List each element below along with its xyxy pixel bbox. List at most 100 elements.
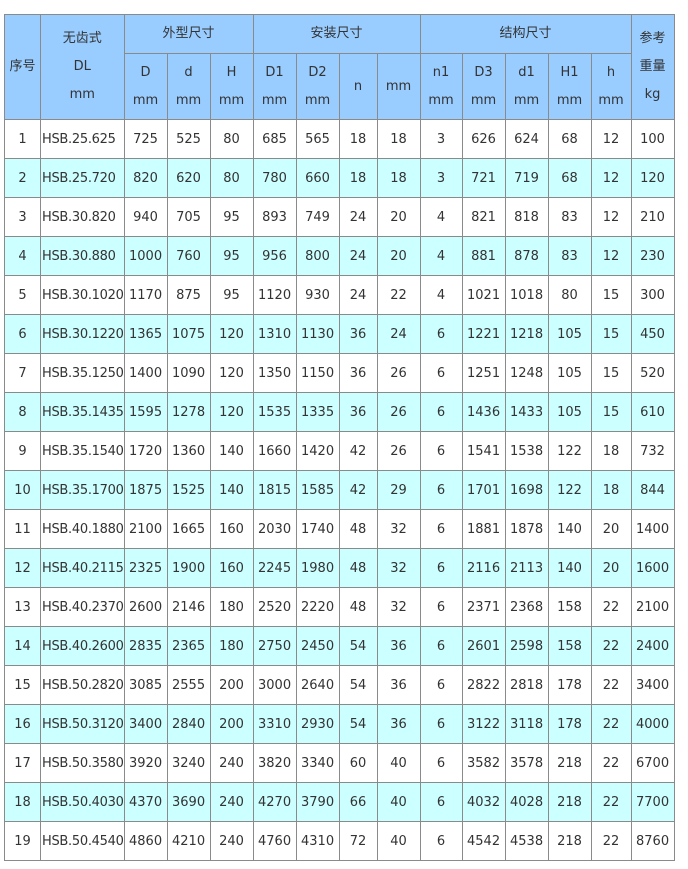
row-index-cell: 4 — [4, 236, 41, 276]
value-cell: 2365 — [166, 626, 211, 666]
subheader-line: n1 — [432, 64, 450, 80]
subheader-cell: H1 mm — [547, 53, 592, 120]
table-row: 14 HSB.40.2600 2835 2365 180 2750 2450 54 36 6 260… — [4, 626, 675, 666]
value-cell: 821 — [461, 197, 506, 237]
value-cell: 1595 — [123, 392, 168, 432]
table-row: 16 HSB.50.3120 3400 2840 200 3310 2930 54 36 6 312… — [4, 704, 675, 744]
table-row: 15 HSB.50.2820 3085 2555 200 3000 2640 54 36 6 282… — [4, 665, 675, 705]
value-cell: 80 — [209, 119, 254, 159]
value-cell: 3340 — [295, 743, 340, 783]
value-cell: 1740 — [295, 509, 340, 549]
value-cell: 15 — [590, 275, 632, 315]
value-cell: 54 — [338, 665, 378, 705]
table-row: 13 HSB.40.2370 2600 2146 180 2520 2220 48 32 6 237… — [4, 587, 675, 627]
value-cell: 1525 — [166, 470, 211, 510]
row-index-cell: 11 — [4, 509, 41, 549]
value-cell: 2555 — [166, 665, 211, 705]
value-cell: 40 — [376, 821, 421, 861]
value-cell: 6 — [419, 743, 463, 783]
value-cell: 6 — [419, 470, 463, 510]
value-cell: 24 — [338, 197, 378, 237]
value-cell: 2640 — [295, 665, 340, 705]
value-cell: 3400 — [630, 665, 675, 705]
value-cell: 95 — [209, 197, 254, 237]
value-cell: 3582 — [461, 743, 506, 783]
value-cell: 2368 — [504, 587, 549, 627]
value-cell: 6 — [419, 665, 463, 705]
model-cell: HSB.50.4030 — [40, 782, 125, 822]
subheader-line: H1 — [560, 64, 579, 80]
value-cell: 29 — [376, 470, 421, 510]
value-cell: 520 — [630, 353, 675, 393]
value-cell: 20 — [590, 548, 632, 588]
value-cell: 4270 — [252, 782, 297, 822]
subheader-cell: D3 mm — [461, 53, 506, 120]
value-cell: 4370 — [123, 782, 168, 822]
value-cell: 24 — [338, 236, 378, 276]
value-cell: 3 — [419, 119, 463, 159]
value-cell: 2325 — [123, 548, 168, 588]
value-cell: 749 — [295, 197, 340, 237]
value-cell: 22 — [590, 821, 632, 861]
value-cell: 1875 — [123, 470, 168, 510]
model-cell: HSB.40.1880 — [40, 509, 125, 549]
value-cell: 1251 — [461, 353, 506, 393]
header-install-dimensions: 安装尺寸 — [252, 14, 421, 54]
value-cell: 6 — [419, 353, 463, 393]
value-cell: 180 — [209, 587, 254, 627]
value-cell: 54 — [338, 626, 378, 666]
value-cell: 210 — [630, 197, 675, 237]
value-cell: 1535 — [252, 392, 297, 432]
subheader-line: mm — [261, 92, 288, 108]
value-cell: 218 — [547, 821, 592, 861]
value-cell: 3118 — [504, 704, 549, 744]
value-cell: 240 — [209, 782, 254, 822]
value-cell: 6 — [419, 782, 463, 822]
value-cell: 1075 — [166, 314, 211, 354]
value-cell: 105 — [547, 353, 592, 393]
value-cell: 36 — [338, 392, 378, 432]
value-cell: 610 — [630, 392, 675, 432]
value-cell: 180 — [209, 626, 254, 666]
value-cell: 1585 — [295, 470, 340, 510]
value-cell: 3820 — [252, 743, 297, 783]
value-cell: 15 — [590, 314, 632, 354]
value-cell: 893 — [252, 197, 297, 237]
model-cell: HSB.50.3580 — [40, 743, 125, 783]
model-cell: HSB.35.1700 — [40, 470, 125, 510]
value-cell: 218 — [547, 743, 592, 783]
table-row: 3 HSB.30.820 940 705 95 893 749 24 20 4 821 818 83 12… — [4, 197, 675, 237]
subheader-line: mm — [470, 92, 497, 108]
subheader-line: D3 — [474, 64, 493, 80]
model-cell: HSB.40.2600 — [40, 626, 125, 666]
value-cell: 4310 — [295, 821, 340, 861]
value-cell: 42 — [338, 470, 378, 510]
value-cell: 95 — [209, 275, 254, 315]
value-cell: 2245 — [252, 548, 297, 588]
value-cell: 3085 — [123, 665, 168, 705]
value-cell: 230 — [630, 236, 675, 276]
header-weight-line: 参考 — [639, 31, 666, 46]
value-cell: 32 — [376, 548, 421, 588]
value-cell: 4 — [419, 236, 463, 276]
subheader-line: n — [353, 78, 363, 94]
row-index-cell: 10 — [4, 470, 41, 510]
header-model-line: mm — [69, 87, 95, 102]
value-cell: 1698 — [504, 470, 549, 510]
value-cell: 32 — [376, 587, 421, 627]
subheader-cell: d1 mm — [504, 53, 549, 120]
table-row: 11 HSB.40.1880 2100 1665 160 2030 1740 48 32 6 188… — [4, 509, 675, 549]
value-cell: 721 — [461, 158, 506, 198]
value-cell: 2840 — [166, 704, 211, 744]
value-cell: 624 — [504, 119, 549, 159]
value-cell: 1150 — [295, 353, 340, 393]
value-cell: 48 — [338, 548, 378, 588]
value-cell: 42 — [338, 431, 378, 471]
model-cell: HSB.40.2115 — [40, 548, 125, 588]
subheader-cell: D1 mm — [252, 53, 297, 120]
subheader-line: d — [184, 64, 193, 80]
value-cell: 160 — [209, 548, 254, 588]
value-cell: 8760 — [630, 821, 675, 861]
